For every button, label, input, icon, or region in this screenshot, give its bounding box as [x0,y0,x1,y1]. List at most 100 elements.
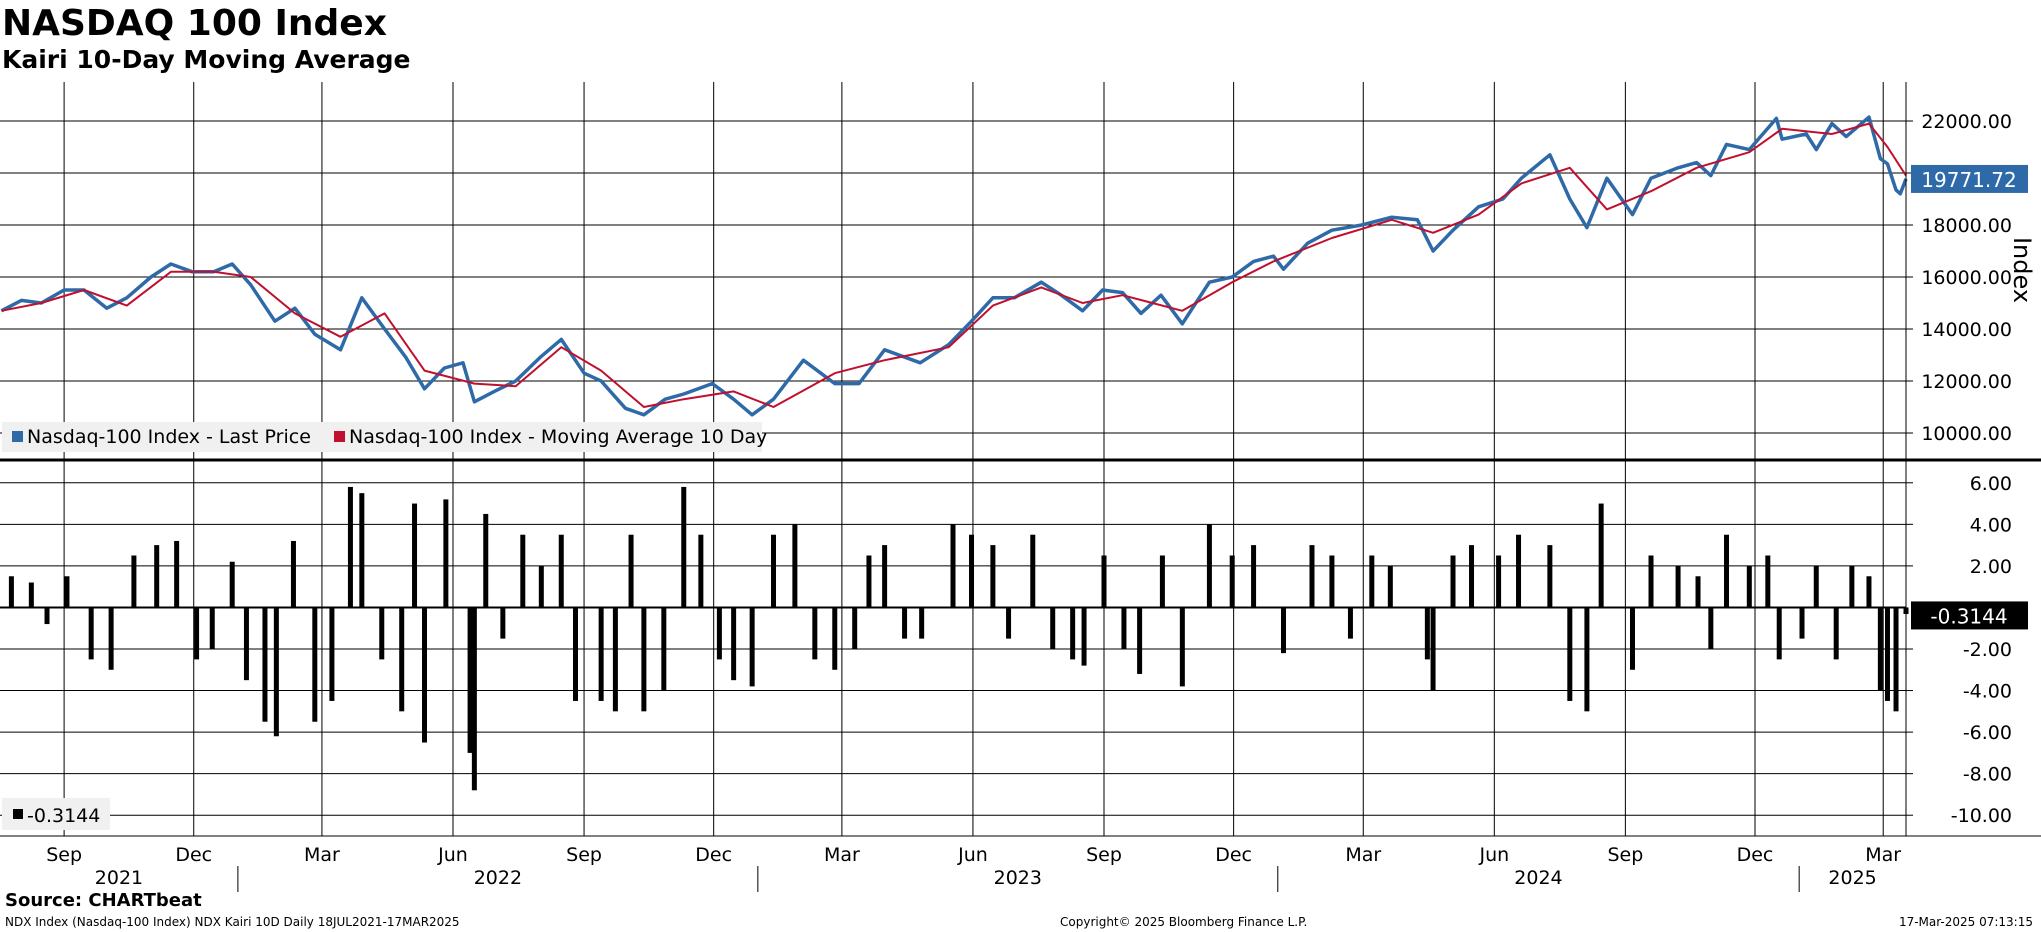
y-tick-label: -4.00 [1963,681,2012,703]
legend-box [2,422,762,452]
kairi-bar [1070,607,1076,660]
kairi-bar [969,534,975,608]
kairi-bar [347,486,353,608]
kairi-bar [1206,524,1212,608]
kairi-bar [866,555,872,608]
footer-ticker: NDX Index (Nasdaq-100 Index) NDX Kairi 1… [5,915,460,929]
kairi-bar [262,607,268,722]
x-tick-label: Mar [304,844,340,866]
y-tick-label: 12000.00 [1921,371,2012,393]
x-tick-label: Sep [46,844,82,866]
y-tick-label: 14000.00 [1921,319,2012,341]
kairi-bar [1469,545,1475,608]
x-tick-label: Dec [1737,844,1774,866]
kairi-bar [243,607,249,681]
kairi-bar [1424,607,1430,660]
kairi-bar [1369,555,1375,608]
kairi-bar [749,607,755,687]
chart-subtitle: Kairi 10-Day Moving Average [2,45,411,74]
kairi-bar [174,540,180,608]
x-tick-label: Mar [1345,844,1381,866]
x-tick-label: Dec [695,844,732,866]
kairi-bar [573,607,579,701]
kairi-bar [1430,607,1436,691]
kairi-bar [1567,607,1573,701]
kairi-bar [1179,607,1185,687]
kairi-bar [229,561,235,608]
x-tick-label: Dec [175,844,212,866]
kairi-bar [1877,607,1883,691]
kairi-bar [329,607,335,701]
x-tick-label: Sep [566,844,602,866]
x-tick-label: Mar [824,844,860,866]
kairi-bar [950,524,956,608]
kairi-bar [290,540,296,608]
kairi-bar [612,607,618,712]
kairi-bar [716,607,722,660]
kairi-bar [628,534,634,608]
kairi-bar [832,607,838,670]
kairi-bar [131,555,137,608]
x-tick-label: Jun [437,844,468,866]
kairi-bar [990,545,996,608]
last-kairi-badge [1911,601,2028,630]
kairi-bar [359,493,365,608]
kairi-bar [902,607,908,639]
kairi-bar [273,607,279,737]
legend-label-price: Nasdaq-100 Index - Last Price [27,426,311,448]
kairi-bar [1598,503,1604,608]
kairi-bar [379,607,385,660]
year-label: 2024 [1514,867,1562,889]
kairi-bar [558,534,564,608]
last-kairi-label: -0.3144 [1930,604,2007,628]
kairi-bar [8,576,14,608]
kairi-bar [598,607,604,701]
kairi-bar [661,607,667,691]
x-tick-label: Jun [1478,844,1509,866]
legend-label-ma: Nasdaq-100 Index - Moving Average 10 Day [349,426,767,448]
kairi-bar [1280,607,1286,654]
legend-swatch-price [12,431,23,442]
kairi-bar [64,576,70,608]
kairi-bar [44,607,50,625]
kairi-bar [399,607,405,712]
y-tick-label: 2.00 [1970,556,2012,578]
kairi-bar [1695,576,1701,608]
kairi-bar [1833,607,1839,660]
kairi-bar [28,582,34,608]
kairi-bar [641,607,647,712]
kairi-bar [1629,607,1635,670]
kairi-bar [443,499,449,608]
kairi-bar [681,486,687,608]
x-tick-label: Sep [1086,844,1122,866]
kairi-bar [312,607,318,722]
kairi-bar [1050,607,1056,649]
kairi-bar [1309,545,1315,608]
kairi-bar [1799,607,1805,639]
kairi-bar [1030,534,1036,608]
x-tick-label: Jun [957,844,988,866]
kairi-bar [1159,555,1165,608]
legend-swatch-kairi [13,809,23,819]
kairi-bar [1101,555,1107,608]
x-tick-label: Sep [1607,844,1643,866]
footer-copyright: Copyright© 2025 Bloomberg Finance L.P. [1060,915,1308,929]
y-tick-label: -6.00 [1963,722,2012,744]
kairi-bar [1708,607,1714,649]
kairi-bar [500,607,506,639]
kairi-bar [1006,607,1012,639]
kairi-bar [852,607,858,649]
kairi-bar [882,545,888,608]
kairi-bar [1813,565,1819,608]
kairi-bar [1450,555,1456,608]
y-tick-label: 10000.00 [1921,423,2012,445]
legend-label-kairi: -0.3144 [27,805,100,827]
y-tick-label: 16000.00 [1921,267,2012,289]
kairi-bar [422,607,428,743]
y-tick-label: 18000.00 [1921,215,2012,237]
y-tick-label: 6.00 [1970,473,2012,495]
kairi-bar [194,607,200,660]
kairi-bar [1229,555,1235,608]
year-label: 2025 [1828,867,1876,889]
